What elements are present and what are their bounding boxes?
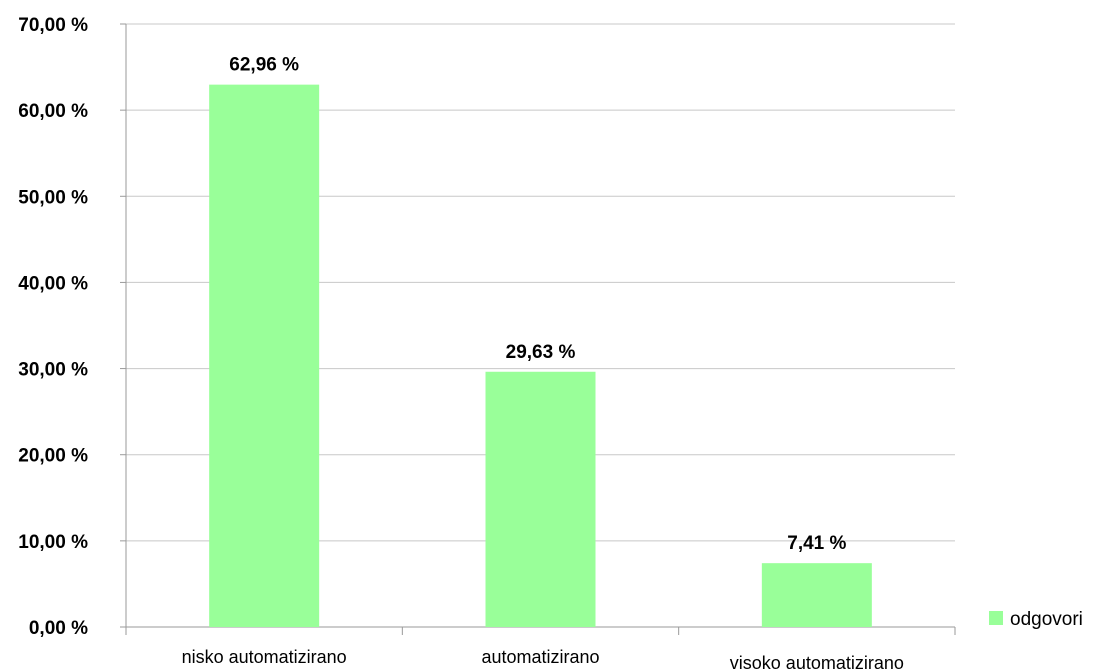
y-tick-label: 20,00 % <box>18 446 88 467</box>
y-tick-label: 60,00 % <box>18 101 88 122</box>
y-tick-label: 10,00 % <box>18 532 88 553</box>
y-tick-label: 50,00 % <box>18 187 88 208</box>
bar <box>761 563 872 627</box>
legend-swatch <box>989 611 1003 625</box>
data-label: 7,41 % <box>787 533 846 554</box>
x-axis: nisko automatizirano automatizirano visoko… <box>125 626 956 669</box>
bar <box>209 84 320 627</box>
x-tick-label: visoko automatizirano <box>730 653 904 669</box>
x-tick-label: nisko automatizirano <box>182 647 347 667</box>
legend: odgovori <box>989 609 1083 630</box>
bar-series: 62,96 % 29,63 % 7,41 % <box>209 55 872 627</box>
y-tick-label: 70,00 % <box>18 15 88 36</box>
y-tick-label: 30,00 % <box>18 360 88 381</box>
data-label: 62,96 % <box>229 55 299 76</box>
bar <box>485 371 596 627</box>
legend-label: odgovori <box>1010 609 1083 630</box>
y-tick-label: 40,00 % <box>18 273 88 294</box>
y-tick-label: 0,00 % <box>29 618 88 639</box>
x-tick-label: automatizirano <box>481 647 599 667</box>
data-label: 29,63 % <box>506 342 576 363</box>
y-axis: 0,00 % 10,00 % 20,00 % 30,00 % 40,00 % 50,00 … <box>18 15 127 639</box>
